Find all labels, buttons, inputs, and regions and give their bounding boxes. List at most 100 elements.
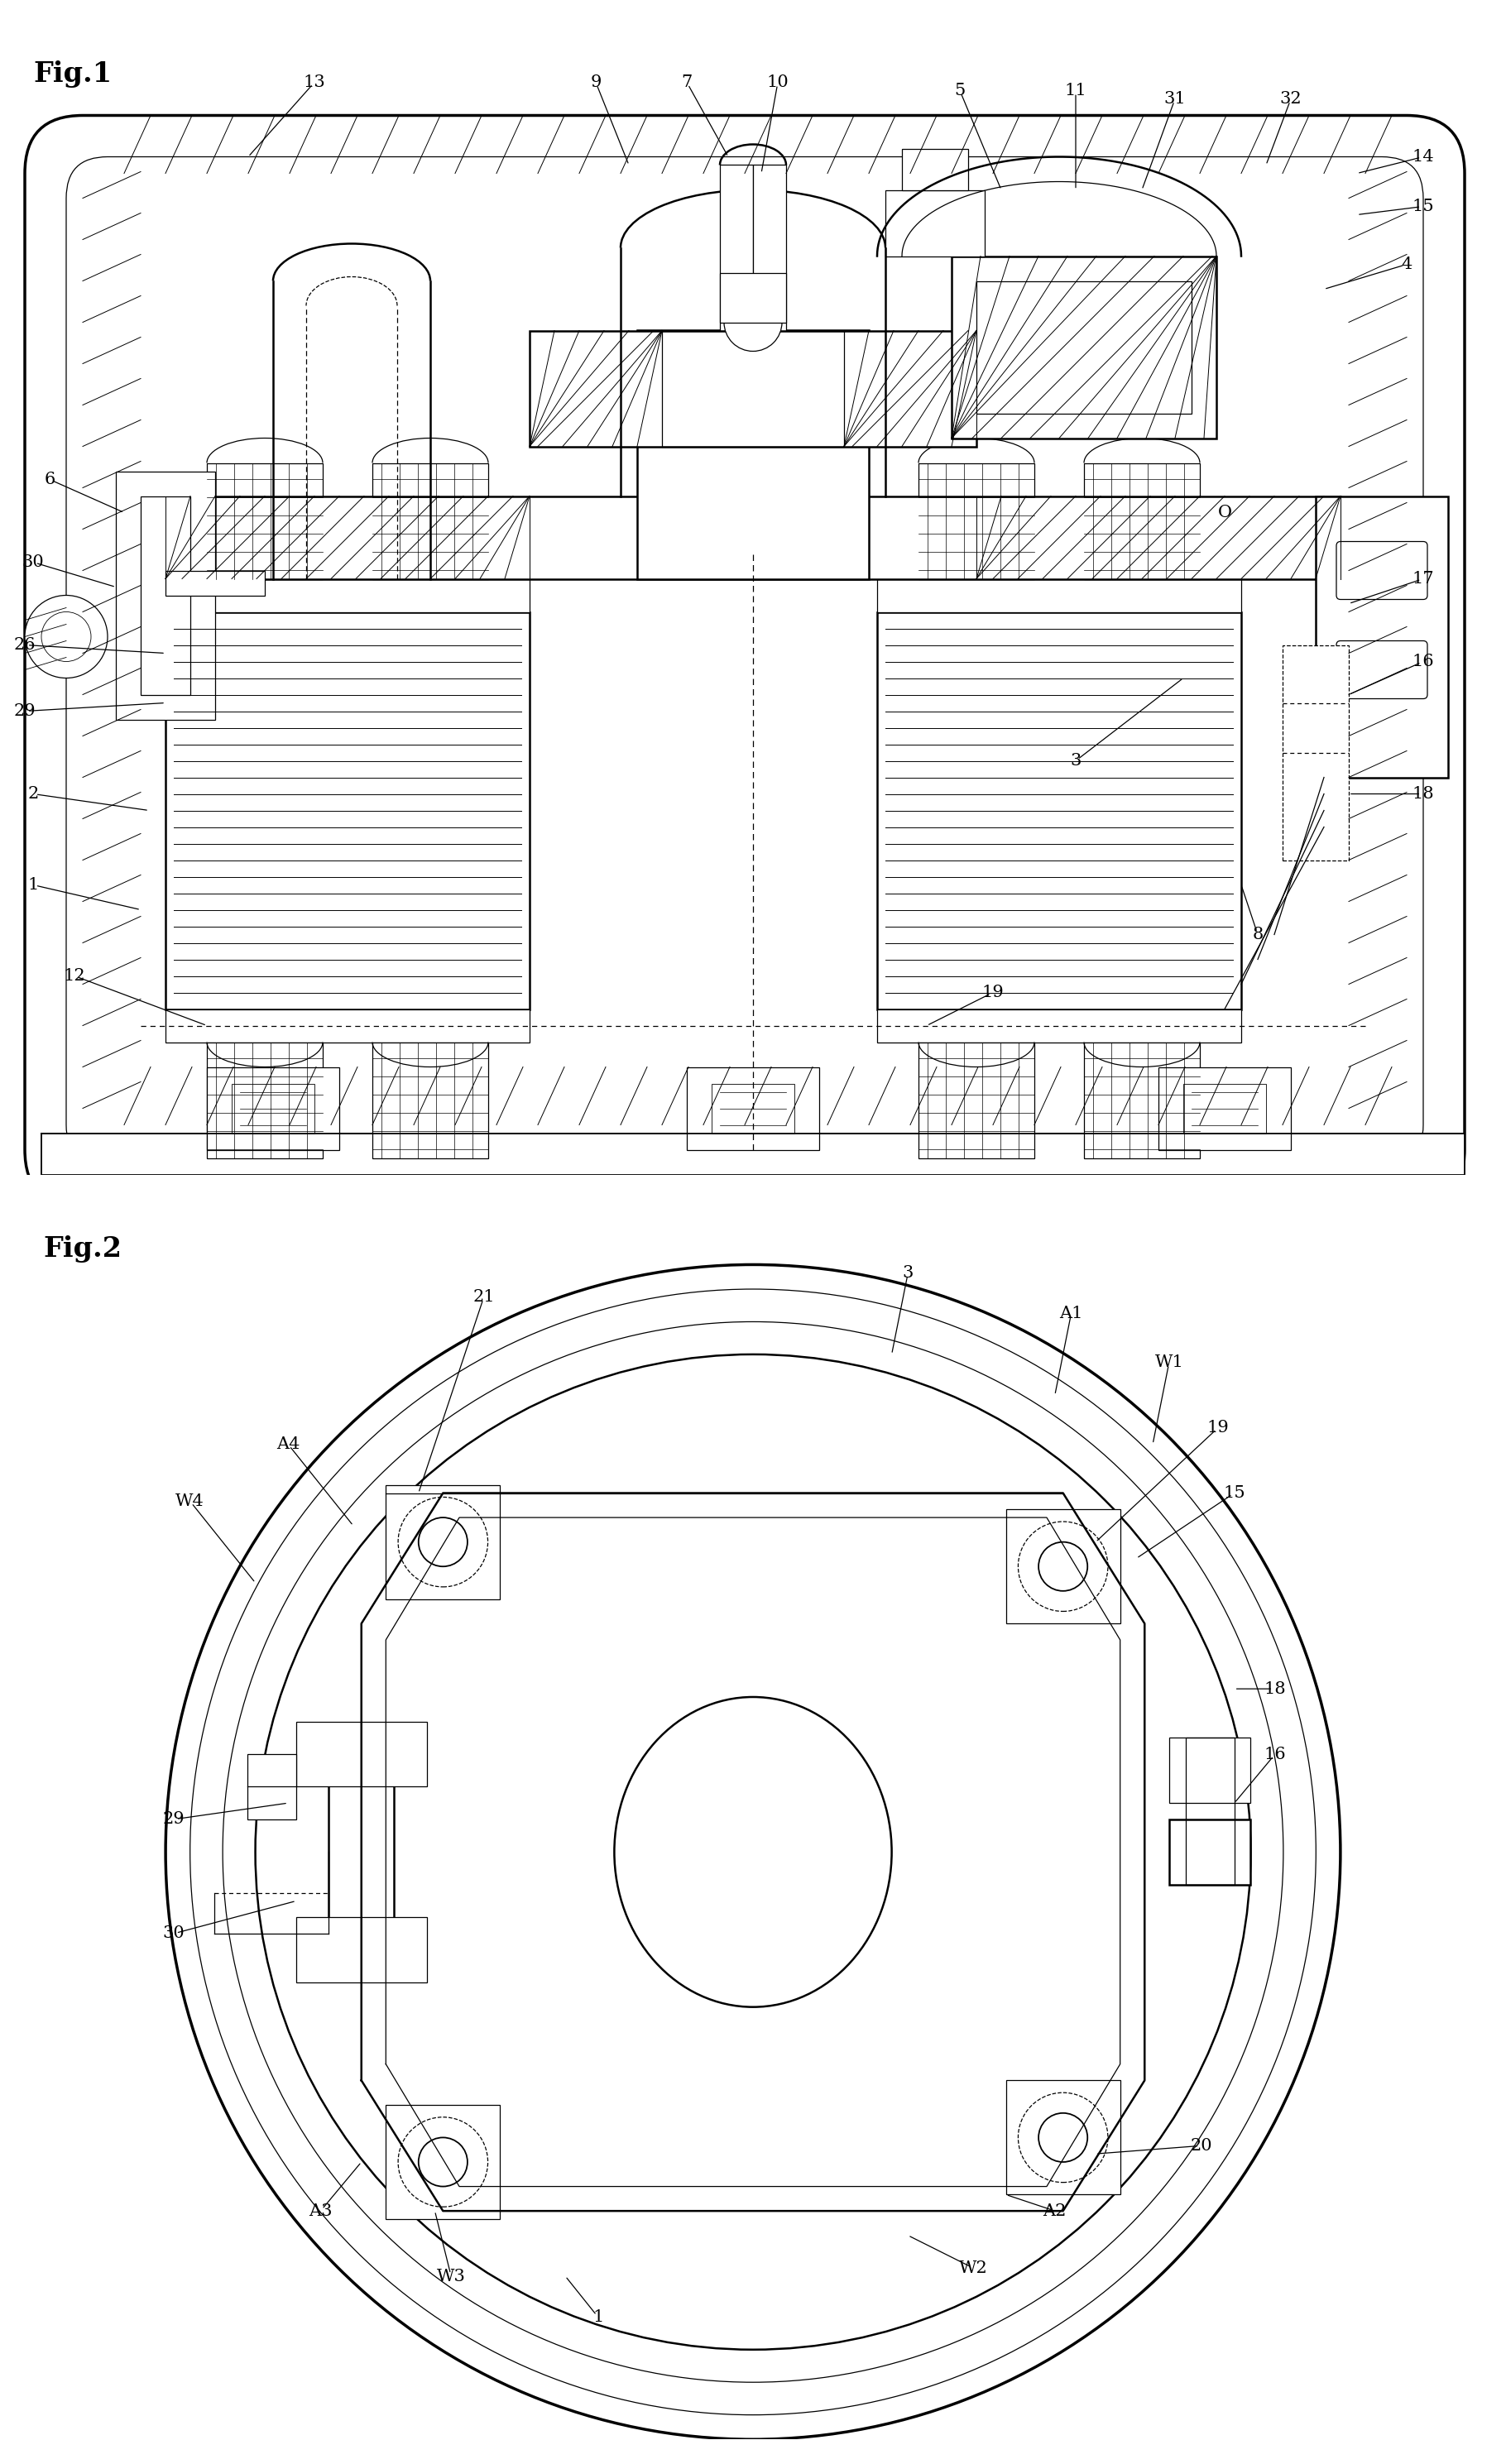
Bar [206,1042,322,1158]
Bar [386,2104,500,2220]
Circle shape [166,1264,1340,2439]
Text: 26: 26 [14,638,36,653]
Bar [166,495,1340,579]
Bar [712,1084,794,1133]
Bar [1185,1737,1235,1885]
Bar [1084,463,1200,579]
Circle shape [24,596,107,678]
Bar [206,1067,339,1151]
Text: Fig.2: Fig.2 [44,1234,122,1262]
Text: 14: 14 [1413,148,1434,165]
Circle shape [419,1518,467,1567]
Circle shape [398,1498,488,1587]
Bar [166,1010,530,1042]
Bar [1316,495,1449,776]
Text: 32: 32 [1280,91,1301,106]
Circle shape [1039,1542,1087,1592]
Text: 8: 8 [1253,926,1264,941]
Text: A1: A1 [1059,1306,1083,1321]
Text: 17: 17 [1413,572,1434,586]
Text: 19: 19 [982,986,1005,1000]
Text: 30: 30 [23,554,44,569]
Text: 1: 1 [27,877,39,892]
Bar [386,1486,500,1599]
Text: 15: 15 [1223,1486,1245,1501]
Circle shape [419,2136,467,2186]
Text: W4: W4 [176,1493,205,1508]
Bar [1169,1737,1250,1804]
Text: 10: 10 [767,74,789,91]
Bar [166,579,530,611]
Circle shape [398,2117,488,2208]
Text: 18: 18 [1264,1680,1286,1698]
Text: 15: 15 [1413,200,1434,214]
Bar [976,281,1191,414]
Circle shape [1018,2092,1108,2183]
Bar [206,463,322,579]
Bar [116,471,215,719]
Text: 1: 1 [592,2309,604,2326]
Text: 29: 29 [14,702,36,719]
Text: 29: 29 [163,1811,185,1828]
Text: 20: 20 [1191,2139,1212,2154]
Bar [919,1042,1035,1158]
Text: 19: 19 [1206,1419,1229,1437]
Bar [140,495,190,695]
Bar [328,1737,395,1966]
Text: 9: 9 [590,74,601,91]
Bar [297,1917,426,1984]
Bar [919,463,1035,579]
Bar [663,330,843,446]
Bar [232,1084,315,1133]
Circle shape [41,611,90,660]
Text: 31: 31 [1164,91,1187,106]
Text: O: O [1218,505,1232,520]
Text: W1: W1 [1155,1355,1184,1370]
Bar [876,611,1241,1010]
Circle shape [724,293,782,352]
Bar [1158,1067,1291,1151]
Text: 18: 18 [1413,786,1434,801]
Bar [166,572,265,596]
Bar [720,165,753,347]
Bar [720,274,786,323]
Bar [637,330,869,579]
Text: 4: 4 [1401,256,1413,271]
Circle shape [256,1355,1250,2351]
Text: A4: A4 [276,1437,300,1451]
Bar [753,165,786,347]
Text: 21: 21 [473,1289,495,1306]
Text: 12: 12 [63,968,86,983]
Bar [1006,1510,1120,1624]
Bar [1184,1084,1267,1133]
Bar [952,256,1217,439]
Bar [166,611,530,1010]
Bar [372,1042,488,1158]
Ellipse shape [614,1698,892,2008]
Bar [41,1133,1465,1175]
FancyBboxPatch shape [1336,542,1428,599]
Text: Fig.1: Fig.1 [33,62,111,89]
Bar [247,1754,297,1818]
Bar [1084,1042,1200,1158]
Circle shape [1039,2114,1087,2161]
Text: W2: W2 [959,2259,988,2277]
Text: A3: A3 [309,2203,333,2218]
Bar [902,148,968,190]
Text: 2: 2 [27,786,39,801]
Text: 11: 11 [1065,84,1087,99]
Bar [876,579,1241,611]
FancyBboxPatch shape [1336,641,1428,700]
Text: 16: 16 [1413,653,1434,670]
Text: 16: 16 [1264,1747,1286,1762]
Bar [1006,2080,1120,2195]
Text: 5: 5 [955,84,965,99]
Bar [297,1722,426,1786]
Bar [530,330,976,446]
Bar [876,1010,1241,1042]
Bar [372,463,488,579]
Text: 30: 30 [163,1927,185,1942]
Text: 6: 6 [44,471,56,488]
Text: 13: 13 [303,74,325,91]
Text: A2: A2 [1044,2203,1066,2218]
